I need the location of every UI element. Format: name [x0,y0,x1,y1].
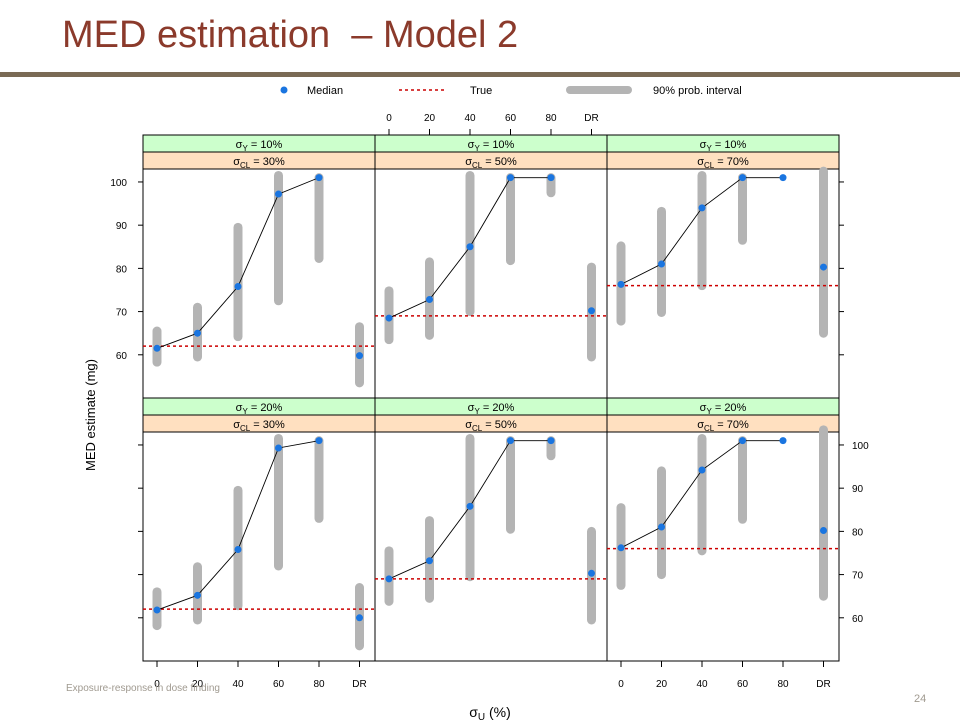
legend-median-point [280,86,288,94]
slide-title: MED estimation – Model 2 [62,14,519,56]
median-point [275,444,282,452]
panel-frame [374,168,608,399]
panel-frame [606,431,840,662]
y-tick-label: 90 [852,484,864,495]
strip-sigma-y-label: σY = 20% [236,402,283,416]
median-point [507,174,514,182]
panel-frame [142,168,376,399]
median-point [739,437,746,445]
median-point [779,437,787,445]
median-point-dr [356,352,363,360]
median-point [658,260,665,268]
x-tick-label: 0 [154,679,160,690]
x-tick-label: 20 [424,113,436,124]
median-point [779,174,787,182]
panel-frame [142,431,376,662]
title-divider [0,72,960,77]
x-tick-label: 60 [505,113,517,124]
strip-sigma-y-label: σY = 20% [700,402,747,416]
median-point-dr [356,614,363,622]
y-tick-label: 70 [852,571,864,582]
median-point [547,437,555,445]
median-point [426,557,433,565]
y-tick-label: 100 [110,178,127,189]
x-tick-label: 40 [464,113,476,124]
y-tick-label: 60 [852,614,864,625]
y-tick-label: 80 [116,264,128,275]
median-point [234,283,242,291]
median-point-dr [820,263,827,271]
median-point [315,174,323,182]
median-point [507,437,514,445]
strip-sigma-cl-label: σCL = 50% [465,156,517,170]
median-point [466,243,474,251]
y-tick-label: 90 [116,221,128,232]
x-tick-label: 40 [232,679,244,690]
median-point [426,295,433,303]
median-point [153,344,161,352]
page-number: 24 [914,693,927,705]
y-tick-label: 60 [116,351,128,362]
median-point [547,174,555,182]
median-point [658,523,665,531]
panel-frame [606,168,840,399]
x-axis-title: σU (%) [469,704,511,720]
median-point [739,174,746,182]
x-tick-label: 0 [618,679,624,690]
median-point [385,314,393,322]
strip-sigma-cl-label: σCL = 50% [465,419,517,433]
strip-sigma-y-label: σY = 20% [468,402,515,416]
median-point [153,606,161,614]
x-tick-label: 80 [545,113,557,124]
median-point [315,437,323,445]
median-point [617,544,625,552]
median-point-dr [588,569,595,577]
strip-sigma-cl-label: σCL = 30% [233,419,285,433]
y-tick-label: 80 [852,527,864,538]
median-point-dr [820,527,827,535]
y-axis-title: MED estimate (mg) [83,359,98,471]
strip-sigma-y-label: σY = 10% [468,139,515,153]
legend-interval-label: 90% prob. interval [653,85,742,97]
strip-sigma-cl-label: σCL = 70% [697,156,749,170]
median-point [385,575,393,583]
median-point-dr [588,307,595,315]
x-tick-label: 0 [386,113,392,124]
x-tick-label: 40 [696,679,708,690]
slide-footer: Exposure-response in dose finding [66,683,220,694]
x-tick-label: 80 [777,679,789,690]
median-point [698,204,706,212]
strip-sigma-cl-label: σCL = 30% [233,156,285,170]
median-point [234,546,242,554]
legend-true-label: True [470,85,492,97]
x-tick-label: 60 [737,679,749,690]
x-tick-label: 60 [273,679,285,690]
x-tick-label: DR [352,679,366,690]
strip-sigma-y-label: σY = 10% [236,139,283,153]
x-tick-label: 80 [313,679,325,690]
strip-sigma-y-label: σY = 10% [700,139,747,153]
x-tick-label: 20 [656,679,668,690]
median-point [617,280,625,288]
x-tick-label: 20 [192,679,204,690]
median-point [698,466,706,474]
x-tick-label: DR [584,113,598,124]
panel-frame [374,431,608,662]
strip-sigma-cl-label: σCL = 70% [697,419,749,433]
median-point [194,329,201,337]
y-tick-label: 100 [852,441,869,452]
y-tick-label: 70 [116,308,128,319]
x-tick-label: DR [816,679,830,690]
legend-median-label: Median [307,85,343,97]
median-point [275,190,282,198]
median-point [466,502,474,510]
median-point [194,591,201,599]
